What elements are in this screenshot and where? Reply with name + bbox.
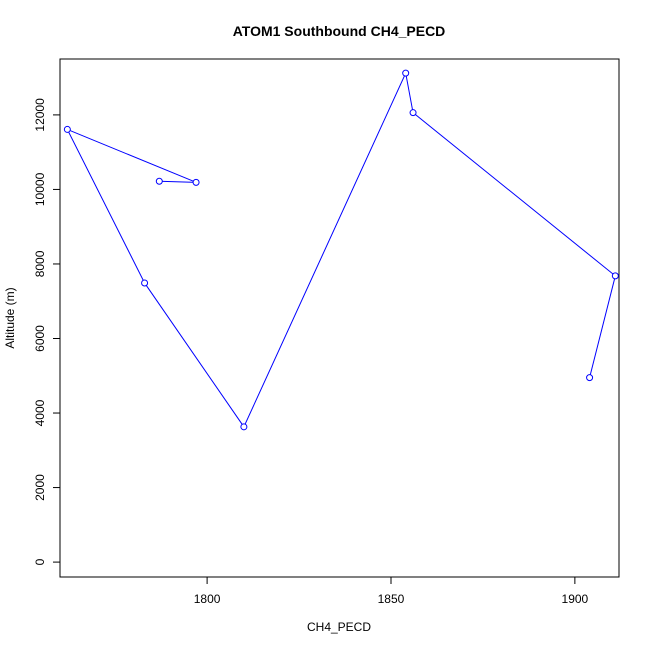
data-point	[402, 69, 410, 77]
y-tick-label: 12000	[33, 98, 47, 132]
x-axis-label: CH4_PECD	[307, 620, 371, 634]
x-tick-label: 1900	[562, 592, 589, 606]
data-point	[141, 279, 149, 287]
data-point	[155, 177, 163, 185]
data-point	[409, 109, 417, 117]
x-axis: 1800 1850 1900	[194, 576, 589, 606]
y-axis: 0 2000 4000 6000 8000 10000 12000	[33, 98, 61, 565]
chart-title: ATOM1 Southbound CH4_PECD	[233, 23, 446, 39]
data-point	[192, 178, 200, 186]
y-tick-label: 0	[33, 558, 47, 565]
y-axis-label: Altitude (m)	[3, 287, 17, 348]
plot-frame	[59, 58, 620, 578]
y-tick-label: 8000	[33, 250, 47, 277]
x-tick-label: 1800	[194, 592, 221, 606]
series-layer	[63, 69, 619, 431]
y-tick-label: 4000	[33, 399, 47, 426]
y-tick-label: 2000	[33, 474, 47, 501]
series-line	[66, 71, 616, 428]
data-point	[611, 272, 619, 280]
data-point	[240, 423, 248, 431]
data-point	[586, 374, 594, 382]
x-tick-label: 1850	[378, 592, 405, 606]
y-tick-label: 10000	[33, 172, 47, 206]
y-tick-label: 6000	[33, 325, 47, 352]
data-point	[63, 125, 71, 133]
